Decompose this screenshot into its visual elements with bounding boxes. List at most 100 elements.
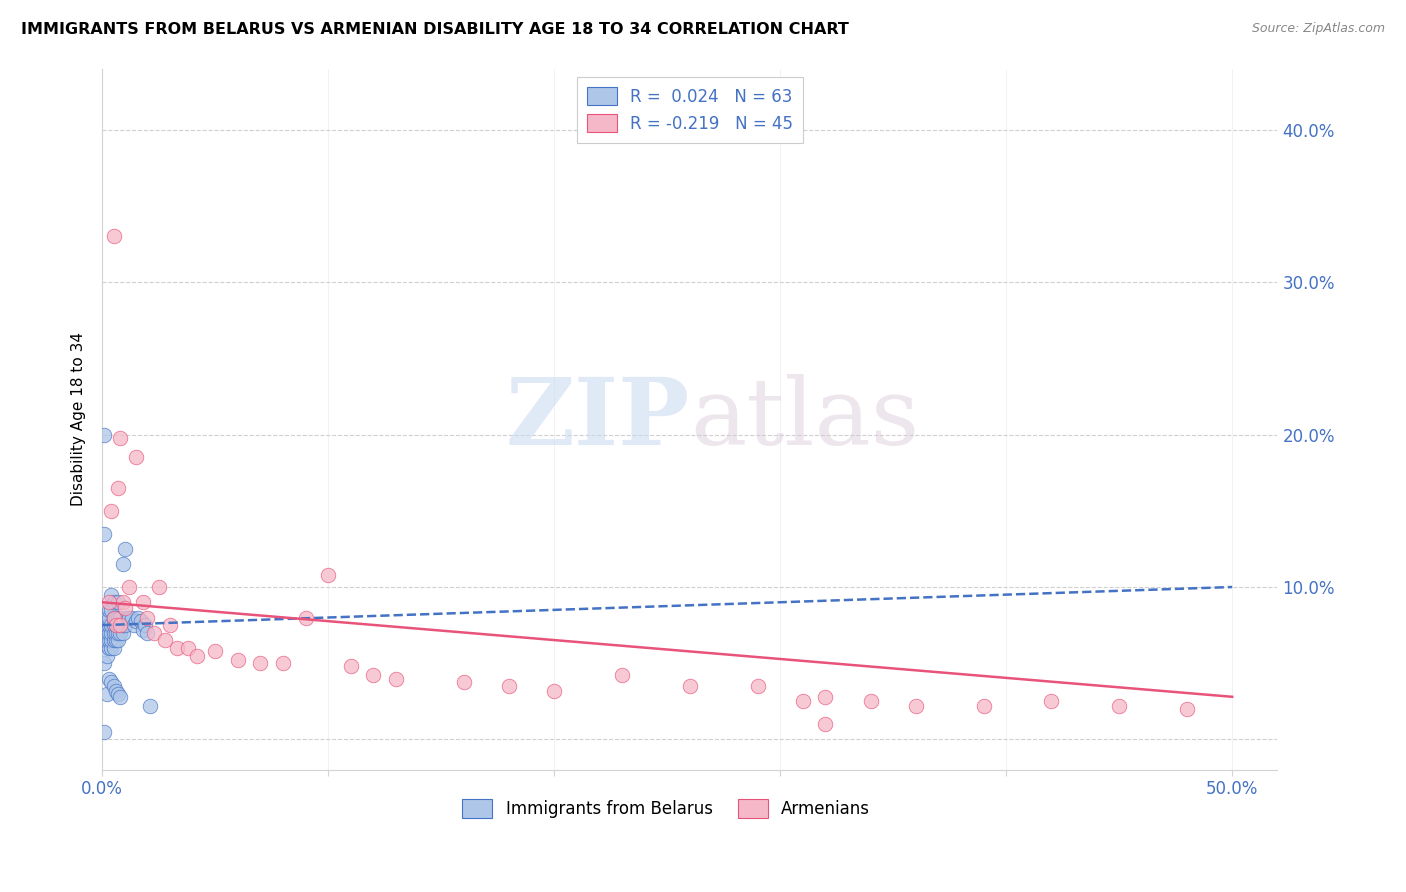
Point xyxy=(114,618,136,632)
Point xyxy=(111,595,134,609)
Point xyxy=(107,595,129,609)
Y-axis label: Disability Age 18 to 34: Disability Age 18 to 34 xyxy=(72,332,86,507)
Point xyxy=(110,618,132,632)
Point xyxy=(859,694,882,708)
Point xyxy=(138,698,160,713)
Point xyxy=(363,668,385,682)
Point xyxy=(177,640,200,655)
Point xyxy=(110,690,132,704)
Point xyxy=(111,557,134,571)
Point xyxy=(110,618,132,632)
Point xyxy=(104,618,127,632)
Point xyxy=(249,657,271,671)
Point xyxy=(93,724,115,739)
Point xyxy=(111,618,134,632)
Point xyxy=(103,679,125,693)
Point xyxy=(747,679,769,693)
Point xyxy=(129,614,152,628)
Point xyxy=(814,717,837,731)
Point xyxy=(143,625,166,640)
Point xyxy=(100,633,122,648)
Point xyxy=(93,657,115,671)
Point xyxy=(127,610,149,624)
Point xyxy=(134,618,156,632)
Point xyxy=(1040,694,1063,708)
Point xyxy=(204,644,226,658)
Point xyxy=(100,618,122,632)
Point xyxy=(93,526,115,541)
Point xyxy=(100,625,122,640)
Point xyxy=(543,683,565,698)
Point xyxy=(136,610,159,624)
Point xyxy=(103,595,125,609)
Point xyxy=(98,633,121,648)
Point xyxy=(904,698,927,713)
Point xyxy=(110,431,132,445)
Point xyxy=(814,690,837,704)
Point xyxy=(103,640,125,655)
Point xyxy=(107,610,129,624)
Point xyxy=(136,625,159,640)
Point xyxy=(118,610,141,624)
Point xyxy=(110,610,132,624)
Point xyxy=(103,610,125,624)
Point xyxy=(96,687,118,701)
Point xyxy=(96,648,118,663)
Point xyxy=(98,618,121,632)
Point xyxy=(340,659,363,673)
Point xyxy=(498,679,520,693)
Point xyxy=(98,625,121,640)
Point xyxy=(107,687,129,701)
Point xyxy=(792,694,814,708)
Point xyxy=(121,610,143,624)
Point xyxy=(110,625,132,640)
Point xyxy=(100,588,122,602)
Point xyxy=(103,618,125,632)
Point xyxy=(679,679,702,693)
Point xyxy=(316,567,339,582)
Point xyxy=(103,625,125,640)
Point xyxy=(125,614,148,628)
Point xyxy=(104,683,127,698)
Point xyxy=(104,625,127,640)
Point xyxy=(132,595,155,609)
Point xyxy=(104,618,127,632)
Point xyxy=(103,610,125,624)
Point xyxy=(122,618,145,632)
Point xyxy=(453,674,475,689)
Point xyxy=(148,580,170,594)
Point xyxy=(107,625,129,640)
Point xyxy=(96,625,118,640)
Point xyxy=(96,633,118,648)
Point xyxy=(93,427,115,442)
Point xyxy=(98,603,121,617)
Text: atlas: atlas xyxy=(690,375,920,464)
Point xyxy=(107,633,129,648)
Point xyxy=(100,640,122,655)
Point xyxy=(98,595,121,609)
Point xyxy=(385,672,408,686)
Point xyxy=(125,450,148,465)
Point xyxy=(115,610,138,624)
Legend: Immigrants from Belarus, Armenians: Immigrants from Belarus, Armenians xyxy=(456,793,877,825)
Point xyxy=(1108,698,1130,713)
Point xyxy=(111,625,134,640)
Point xyxy=(186,648,208,663)
Point xyxy=(98,640,121,655)
Point xyxy=(155,633,177,648)
Point xyxy=(107,481,129,495)
Point xyxy=(294,610,316,624)
Point xyxy=(1175,702,1198,716)
Point xyxy=(107,618,129,632)
Point xyxy=(226,653,249,667)
Point xyxy=(132,623,155,637)
Point xyxy=(973,698,995,713)
Point xyxy=(271,657,294,671)
Point xyxy=(98,672,121,686)
Point xyxy=(104,633,127,648)
Text: ZIP: ZIP xyxy=(506,375,690,464)
Point xyxy=(104,610,127,624)
Point xyxy=(114,541,136,556)
Point xyxy=(118,580,141,594)
Point xyxy=(103,229,125,244)
